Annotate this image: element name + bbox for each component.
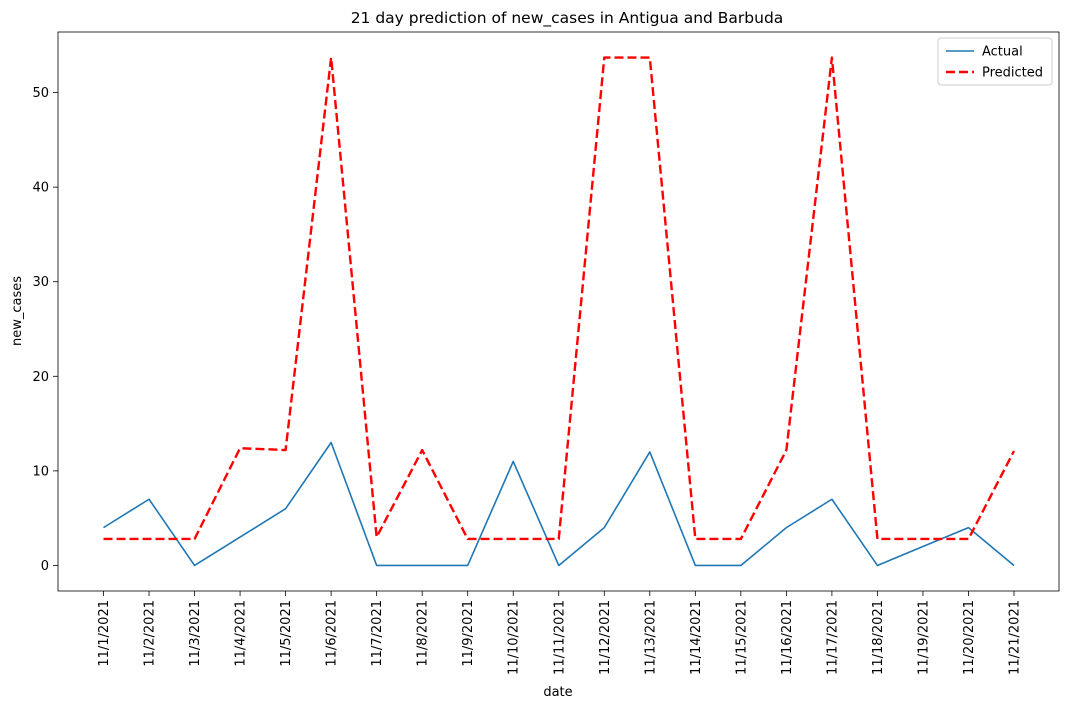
y-tick-label: 10: [32, 464, 49, 479]
x-tick-label: 11/3/2021: [188, 600, 203, 667]
x-axis-title: date: [543, 685, 572, 700]
y-tick-label: 20: [32, 370, 49, 385]
x-tick-label: 11/12/2021: [598, 600, 613, 675]
x-tick-label: 11/7/2021: [370, 600, 385, 667]
x-tick-label: 11/16/2021: [780, 600, 795, 675]
x-tick-label: 11/10/2021: [507, 600, 522, 675]
x-tick-label: 11/11/2021: [552, 600, 567, 675]
x-tick-label: 11/13/2021: [643, 600, 658, 675]
series-line-predicted: [103, 56, 1016, 541]
x-tick-label: 11/14/2021: [689, 600, 704, 675]
x-tick-label: 11/18/2021: [871, 600, 886, 675]
y-tick-label: 40: [32, 181, 49, 196]
x-tick-label: 11/2/2021: [143, 600, 158, 667]
legend-label-actual: Actual: [982, 45, 1023, 60]
plot-area-frame: [57, 31, 1060, 592]
y-axis-ticks: 0 10 20 30 40 50: [32, 86, 58, 574]
y-axis-title: new_cases: [10, 276, 25, 346]
legend: Actual Predicted: [937, 37, 1053, 86]
series-layer: [103, 56, 1016, 567]
x-tick-label: 11/8/2021: [416, 600, 431, 667]
x-tick-label: 11/4/2021: [234, 600, 249, 667]
x-tick-label: 11/15/2021: [734, 600, 749, 675]
legend-label-predicted: Predicted: [982, 66, 1043, 81]
chart-title: 21 day prediction of new_cases in Antigu…: [351, 9, 784, 28]
y-tick-label: 0: [41, 559, 49, 574]
series-line-actual: [103, 441, 1015, 567]
x-tick-label: 11/6/2021: [325, 600, 340, 667]
x-tick-label: 11/1/2021: [97, 600, 112, 667]
y-tick-label: 50: [32, 86, 49, 101]
x-tick-label: 11/20/2021: [962, 600, 977, 675]
x-tick-label: 11/21/2021: [1008, 600, 1023, 675]
x-tick-label: 11/5/2021: [279, 600, 294, 667]
x-tick-label: 11/19/2021: [916, 600, 931, 675]
legend-box: [937, 37, 1053, 86]
x-axis-ticks: 11/1/2021 11/2/2021 11/3/2021 11/4/2021 11/5…: [97, 591, 1023, 675]
x-tick-label: 11/17/2021: [825, 600, 840, 675]
y-tick-label: 30: [32, 275, 49, 290]
x-tick-label: 11/9/2021: [461, 600, 476, 667]
